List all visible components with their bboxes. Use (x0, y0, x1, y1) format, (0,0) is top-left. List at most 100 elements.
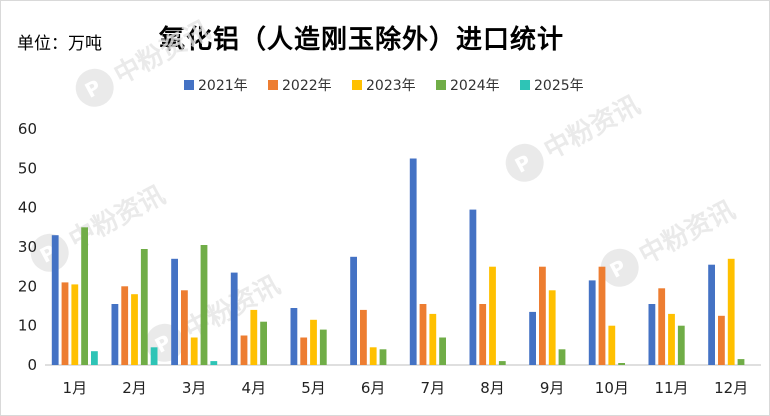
bar (210, 361, 218, 365)
legend-label: 2022年 (282, 78, 332, 94)
legend-label: 2021年 (198, 78, 248, 94)
watermark-logo-icon (30, 233, 69, 272)
bar (140, 249, 148, 365)
bar (71, 284, 79, 365)
x-tick-label: 6月 (361, 379, 386, 397)
bar (608, 325, 616, 365)
x-tick-label: 7月 (421, 379, 446, 397)
legend-swatch (184, 80, 194, 90)
bar (131, 294, 138, 365)
bar (419, 304, 427, 365)
legend-label: 2024年 (450, 78, 500, 94)
x-tick-label: 3月 (182, 379, 207, 397)
bar (171, 258, 178, 365)
bar (469, 209, 477, 365)
x-tick-label: 4月 (242, 379, 267, 397)
bar (708, 264, 715, 365)
x-tick-label: 9月 (540, 379, 565, 397)
bar (51, 235, 59, 365)
bar (618, 363, 625, 365)
bar (539, 266, 546, 365)
y-tick-label: 30 (18, 238, 37, 256)
x-tick-label: 11月 (654, 379, 688, 397)
bar (548, 290, 556, 365)
y-tick-label: 60 (18, 120, 37, 138)
bar (230, 272, 238, 365)
bar (727, 258, 735, 365)
bar (91, 351, 98, 365)
legend-item: 2025年 (520, 78, 584, 94)
legend-swatch (268, 80, 278, 90)
bar (290, 308, 298, 365)
bar (310, 319, 317, 365)
bar (588, 280, 596, 365)
legend-item: 2024年 (436, 78, 500, 94)
bar (429, 313, 437, 365)
x-tick-label: 8月 (480, 379, 505, 397)
bar (111, 304, 119, 365)
watermark-logo-icon (600, 248, 639, 287)
bar (121, 286, 129, 365)
bar (439, 337, 446, 365)
legend-swatch (352, 80, 362, 90)
bar (300, 337, 308, 365)
bar (498, 361, 506, 365)
legend-swatch (520, 80, 530, 90)
bar (677, 325, 685, 365)
bar (668, 313, 675, 365)
x-tick-label: 5月 (301, 379, 326, 397)
legend-item: 2021年 (184, 78, 248, 94)
x-tick-label: 1月 (63, 379, 88, 397)
watermark-logo-icon (75, 68, 114, 107)
bar (61, 282, 69, 365)
x-tick-label: 12月 (714, 379, 748, 397)
bar (150, 347, 158, 365)
bar (200, 245, 208, 365)
x-tick-label: 10月 (595, 379, 629, 397)
watermark-text: 中粉资讯 (539, 90, 645, 165)
bar (658, 288, 666, 365)
y-tick-label: 0 (27, 356, 37, 374)
bar (319, 329, 327, 365)
legend-label: 2025年 (534, 78, 584, 94)
bar (181, 290, 188, 365)
watermark-logo-icon (505, 143, 544, 182)
watermark-text: 中粉资讯 (634, 195, 740, 270)
y-tick-label: 40 (18, 199, 37, 217)
bar (360, 309, 367, 365)
bar (190, 337, 198, 365)
bar (648, 304, 656, 365)
bar (598, 266, 606, 365)
unit-label: 单位：万吨 (17, 34, 102, 54)
y-tick-label: 20 (18, 277, 37, 295)
bar (489, 266, 496, 365)
x-tick-label: 2月 (122, 379, 147, 397)
y-tick-label: 10 (18, 317, 37, 335)
legend-item: 2022年 (268, 78, 332, 94)
bar (737, 359, 745, 365)
bar (558, 349, 566, 365)
chart-title: 氧化铝（人造刚玉除外）进口统计 (159, 25, 565, 55)
bar (479, 304, 487, 365)
legend-label: 2023年 (366, 78, 416, 94)
bar (350, 256, 357, 365)
bar (250, 309, 258, 365)
watermark-text: 中粉资讯 (64, 180, 170, 255)
bar (409, 158, 417, 365)
bar (260, 321, 267, 365)
bar (81, 227, 88, 365)
y-tick-label: 50 (18, 159, 37, 177)
bar (240, 335, 248, 365)
bar (369, 347, 377, 365)
bar (529, 311, 536, 365)
bar (718, 315, 725, 365)
legend-swatch (436, 80, 446, 90)
legend-item: 2023年 (352, 78, 416, 94)
bar (379, 349, 387, 365)
